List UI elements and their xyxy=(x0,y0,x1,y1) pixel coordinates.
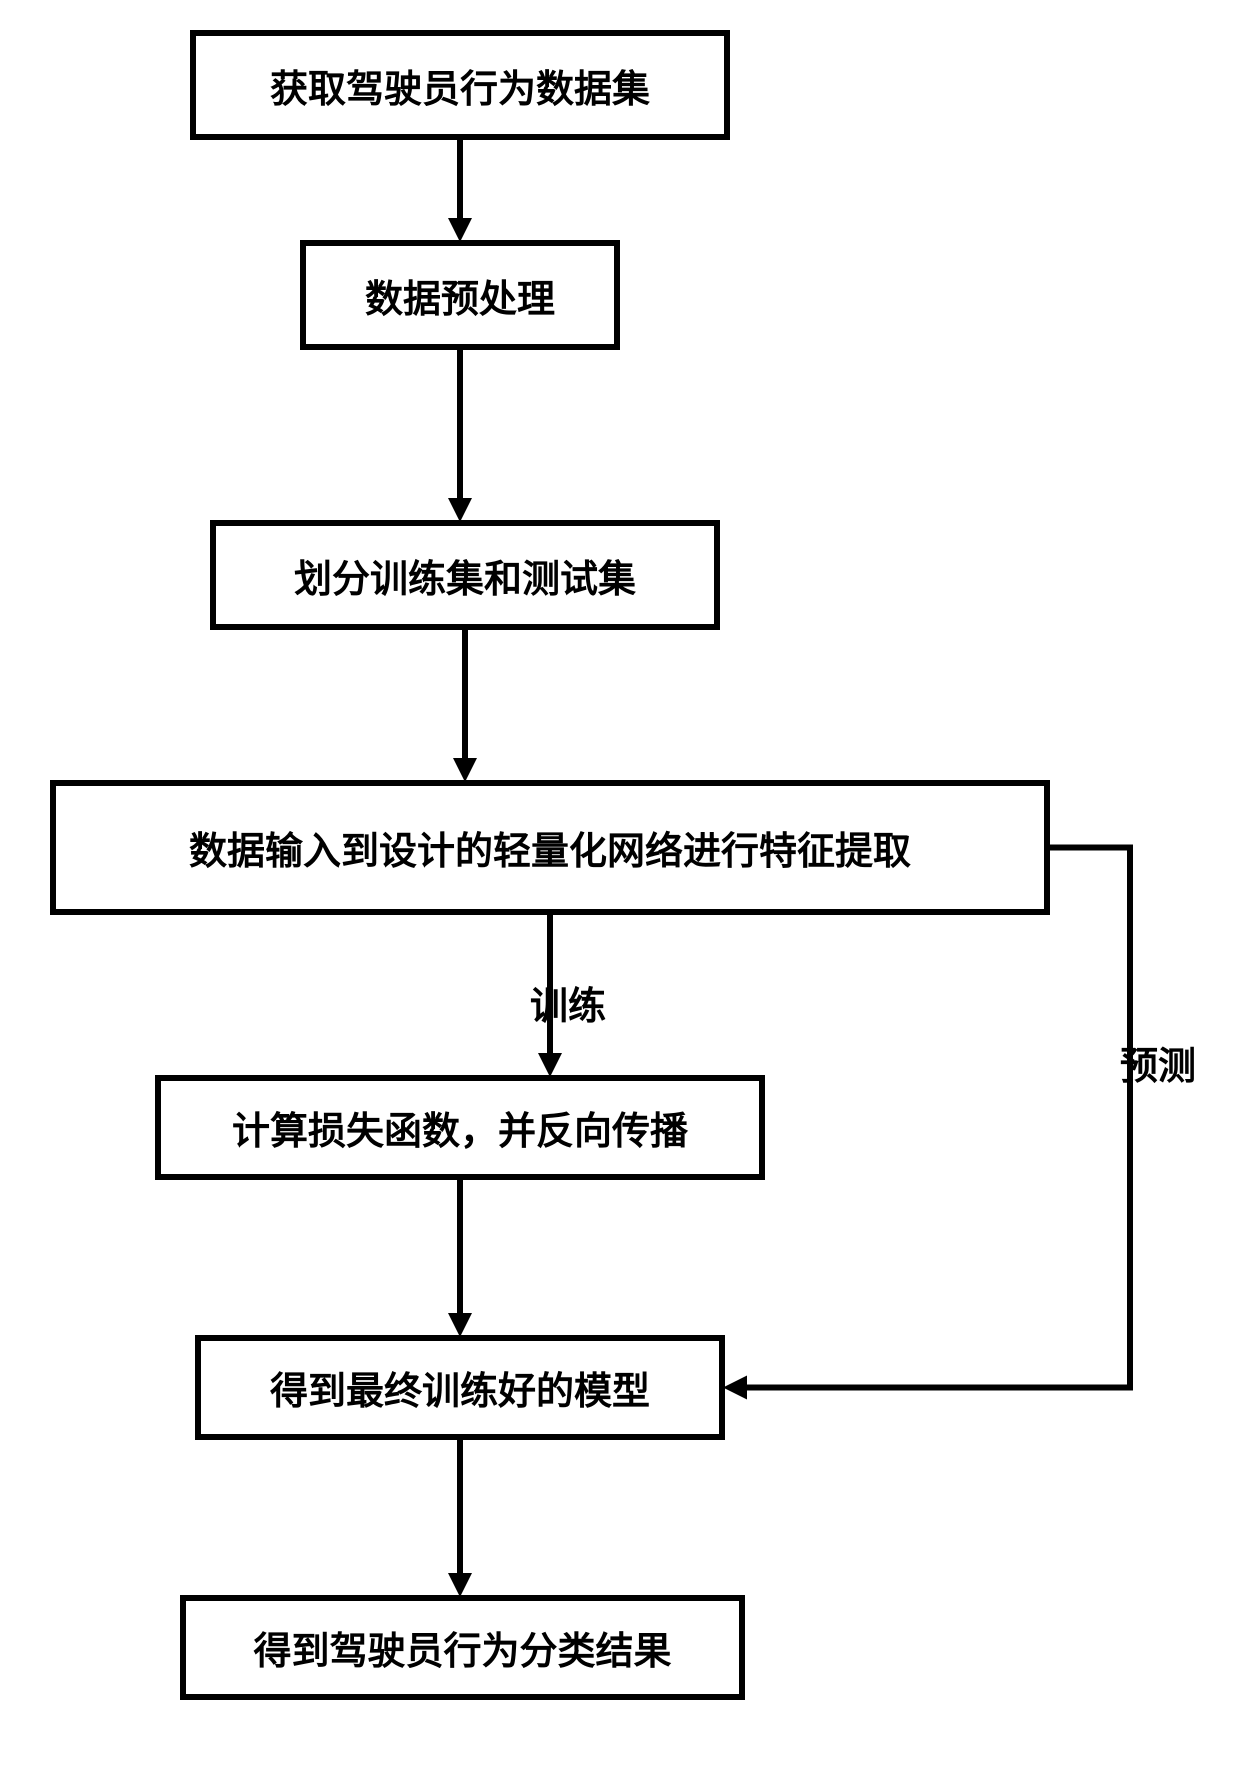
flowchart-node-n5: 计算损失函数，并反向传播 xyxy=(155,1075,765,1180)
flowchart-node-n6: 得到最终训练好的模型 xyxy=(195,1335,725,1440)
flowchart-node-label: 计算损失函数，并反向传播 xyxy=(232,1100,688,1155)
flowchart-node-label: 数据输入到设计的轻量化网络进行特征提取 xyxy=(189,820,911,875)
flowchart-node-n7: 得到驾驶员行为分类结果 xyxy=(180,1595,745,1700)
flowchart-node-label: 获取驾驶员行为数据集 xyxy=(270,58,650,113)
flowchart-container: 获取驾驶员行为数据集数据预处理划分训练集和测试集数据输入到设计的轻量化网络进行特… xyxy=(0,0,1240,1788)
flowchart-node-n2: 数据预处理 xyxy=(300,240,620,350)
flowchart-node-n3: 划分训练集和测试集 xyxy=(210,520,720,630)
flowchart-node-n1: 获取驾驶员行为数据集 xyxy=(190,30,730,140)
flowchart-node-label: 得到最终训练好的模型 xyxy=(270,1360,650,1415)
flowchart-node-label: 数据预处理 xyxy=(365,268,555,323)
flowchart-node-label: 划分训练集和测试集 xyxy=(294,548,636,603)
flowchart-node-n4: 数据输入到设计的轻量化网络进行特征提取 xyxy=(50,780,1050,915)
flowchart-edge-label: 预测 xyxy=(1120,1035,1196,1090)
flowchart-node-label: 得到驾驶员行为分类结果 xyxy=(253,1620,671,1675)
flowchart-edge-label: 训练 xyxy=(530,975,606,1030)
